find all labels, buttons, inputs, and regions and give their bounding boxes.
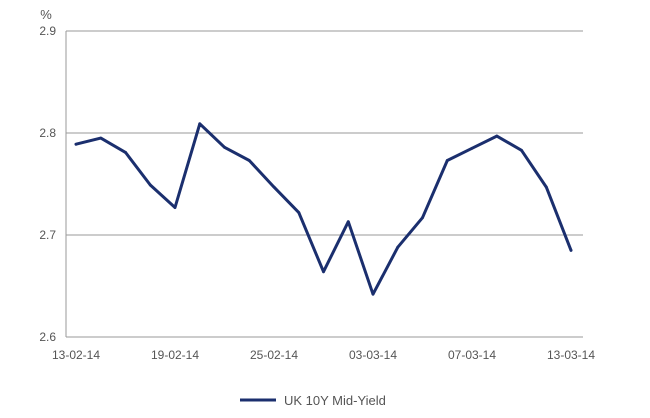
data-point (74, 142, 78, 146)
data-point (544, 185, 548, 189)
data-point (124, 150, 127, 154)
y-tick-label: 2.8 (39, 126, 56, 140)
x-tick-label: 07-03-14 (448, 348, 496, 362)
x-tick-label: 13-02-14 (52, 348, 100, 362)
y-tick-labels: 2.6 2.7 2.8 2.9 (39, 24, 56, 344)
y-tick-label: 2.9 (39, 24, 56, 38)
data-point (520, 148, 523, 152)
data-point (148, 183, 152, 187)
data-point (173, 206, 177, 209)
data-point (198, 122, 202, 126)
data-point (346, 220, 350, 224)
data-point (272, 185, 276, 189)
data-point (396, 245, 400, 249)
data-point (445, 159, 449, 162)
x-tick-label: 19-02-14 (151, 348, 199, 362)
x-tick-label: 03-03-14 (349, 348, 397, 362)
data-point (421, 216, 424, 220)
series-line (74, 122, 573, 296)
data-point (569, 248, 573, 252)
data-point (322, 270, 325, 274)
legend-label: UK 10Y Mid-Yield (284, 393, 386, 408)
axes (65, 31, 583, 338)
data-point (223, 145, 226, 149)
y-axis-unit-label: % (40, 7, 52, 22)
data-point (99, 136, 103, 140)
x-tick-label: 25-02-14 (250, 348, 298, 362)
y-tick-label: 2.7 (39, 228, 56, 242)
x-tick-labels: 13-02-14 19-02-14 25-02-14 03-03-14 07-03-14… (52, 348, 595, 362)
data-point (495, 134, 499, 138)
series-group (74, 122, 573, 296)
data-point (247, 159, 251, 162)
legend: UK 10Y Mid-Yield (240, 393, 386, 408)
data-point (371, 292, 375, 296)
x-tick-label: 13-03-14 (547, 348, 595, 362)
grid-lines (66, 30, 583, 236)
y-tick-label: 2.6 (39, 330, 56, 344)
data-point (297, 211, 301, 214)
data-point (470, 146, 474, 150)
